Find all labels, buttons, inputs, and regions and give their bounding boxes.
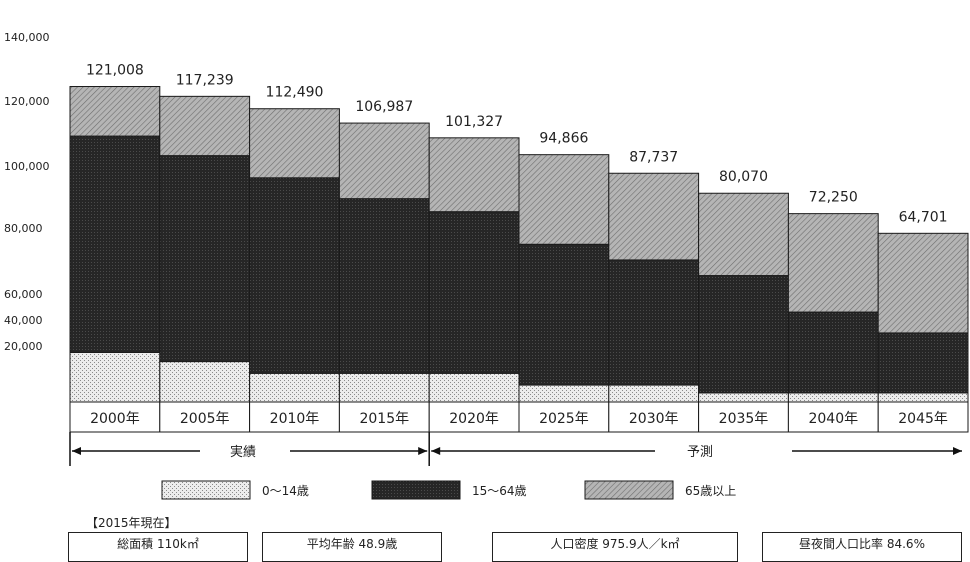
info-box-day-night-ratio: 昼夜間人口比率 84.6% [762, 532, 962, 562]
category-cell [428, 401, 520, 433]
arrow-head [418, 447, 428, 455]
total-label: 94,866 [539, 131, 588, 147]
bar-segment-working [518, 243, 610, 386]
bar-segment-elderly [69, 86, 161, 137]
arrow-head [431, 447, 441, 455]
category-cell [338, 401, 430, 433]
category-label: 2030年 [629, 411, 679, 427]
total-label: 64,701 [899, 209, 948, 225]
total-label: 117,239 [176, 72, 234, 88]
bar-segment-working [787, 311, 879, 394]
category-label: 2040年 [808, 411, 858, 427]
bar-segment-working [877, 332, 969, 394]
bar-segment-elderly [698, 192, 789, 277]
total-label: 101,327 [445, 114, 503, 130]
bar-segment-working [338, 198, 430, 374]
bar-segment-elderly [518, 154, 610, 245]
category-label: 2025年 [539, 411, 589, 427]
info-box-density: 人口密度 975.9人／k㎡ [492, 532, 738, 562]
y-tick-label: 20,000 [4, 340, 43, 353]
y-tick-label: 80,000 [4, 222, 43, 235]
bar-segment-elderly [877, 232, 969, 334]
total-label: 106,987 [355, 99, 413, 115]
total-label: 112,490 [266, 85, 324, 101]
total-label: 121,008 [86, 63, 144, 79]
arrow-head [72, 447, 81, 455]
bar-segment-young [877, 392, 969, 403]
total-labels: 121,008 117,239 112,490 106,987 101,327 94,86… [86, 63, 948, 226]
y-tick-label: 140,000 [4, 31, 50, 44]
bar-segment-young [249, 372, 340, 403]
bar-segment-young [428, 372, 520, 403]
category-label: 2035年 [719, 411, 769, 427]
legend-swatch [161, 480, 251, 500]
bar-segment-young [608, 384, 700, 403]
legend-swatch [371, 480, 461, 500]
bar-segment-young [159, 361, 251, 403]
info-box-average-age: 平均年齢 48.9歳 [262, 532, 442, 562]
category-label: 2020年 [449, 411, 499, 427]
arrow-head [953, 447, 962, 455]
category-cell [787, 401, 879, 433]
bar-segment-working [69, 135, 161, 353]
category-label: 2015年 [359, 411, 409, 427]
category-label: 2045年 [898, 411, 948, 427]
bar-segment-working [249, 177, 340, 374]
bar-segment-elderly [428, 137, 520, 213]
info-box-area: 総面積 110k㎡ [68, 532, 248, 562]
legend-label: 65歳以上 [685, 484, 736, 498]
bar-segment-elderly [249, 108, 340, 179]
category-label: 2000年 [90, 411, 140, 427]
legend-label: 15〜64歳 [472, 484, 527, 498]
total-label: 72,250 [809, 190, 858, 206]
bar-segment-working [428, 211, 520, 374]
bar-segment-young [698, 392, 789, 403]
legend-label: 0〜14歳 [262, 484, 309, 498]
period-label: 実績 [230, 444, 256, 460]
period-arrows: 実績 予測 [69, 432, 962, 466]
total-label: 87,737 [629, 149, 678, 165]
bar-segment-young [787, 392, 879, 403]
y-tick-label: 40,000 [4, 314, 43, 327]
category-cell [518, 401, 610, 433]
bar-stacks [69, 86, 969, 403]
bar-segment-elderly [159, 95, 251, 157]
legend: 0〜14歳 15〜64歳 65歳以上 [161, 480, 736, 500]
category-label: 2005年 [180, 411, 230, 427]
y-tick-label: 120,000 [4, 95, 50, 108]
y-tick-label: 100,000 [4, 160, 50, 173]
category-cell [877, 401, 969, 433]
period-label: 予測 [687, 445, 713, 460]
bar-segment-elderly [608, 172, 700, 261]
total-label: 80,070 [719, 169, 768, 185]
bar-segment-young [518, 384, 610, 403]
bar-segment-working [608, 259, 700, 386]
category-label: 2010年 [270, 411, 320, 427]
bar-segment-working [159, 155, 251, 363]
bar-segment-elderly [787, 213, 879, 313]
category-axis: 2000年 2005年 2010年 2015年 2020年 2025年 2030年 2035年… [69, 401, 969, 433]
bar-segment-young [338, 372, 430, 403]
bar-segment-elderly [338, 122, 430, 200]
category-cell [608, 401, 700, 433]
as-of-note: 【2015年現在】 [86, 516, 177, 530]
bar-segment-young [69, 351, 161, 403]
y-axis-ticks: 140,000 120,000 100,000 80,000 60,000 40,000 2… [4, 31, 50, 353]
legend-swatch [584, 480, 674, 500]
bar-segment-working [698, 275, 789, 394]
y-tick-label: 60,000 [4, 288, 43, 301]
